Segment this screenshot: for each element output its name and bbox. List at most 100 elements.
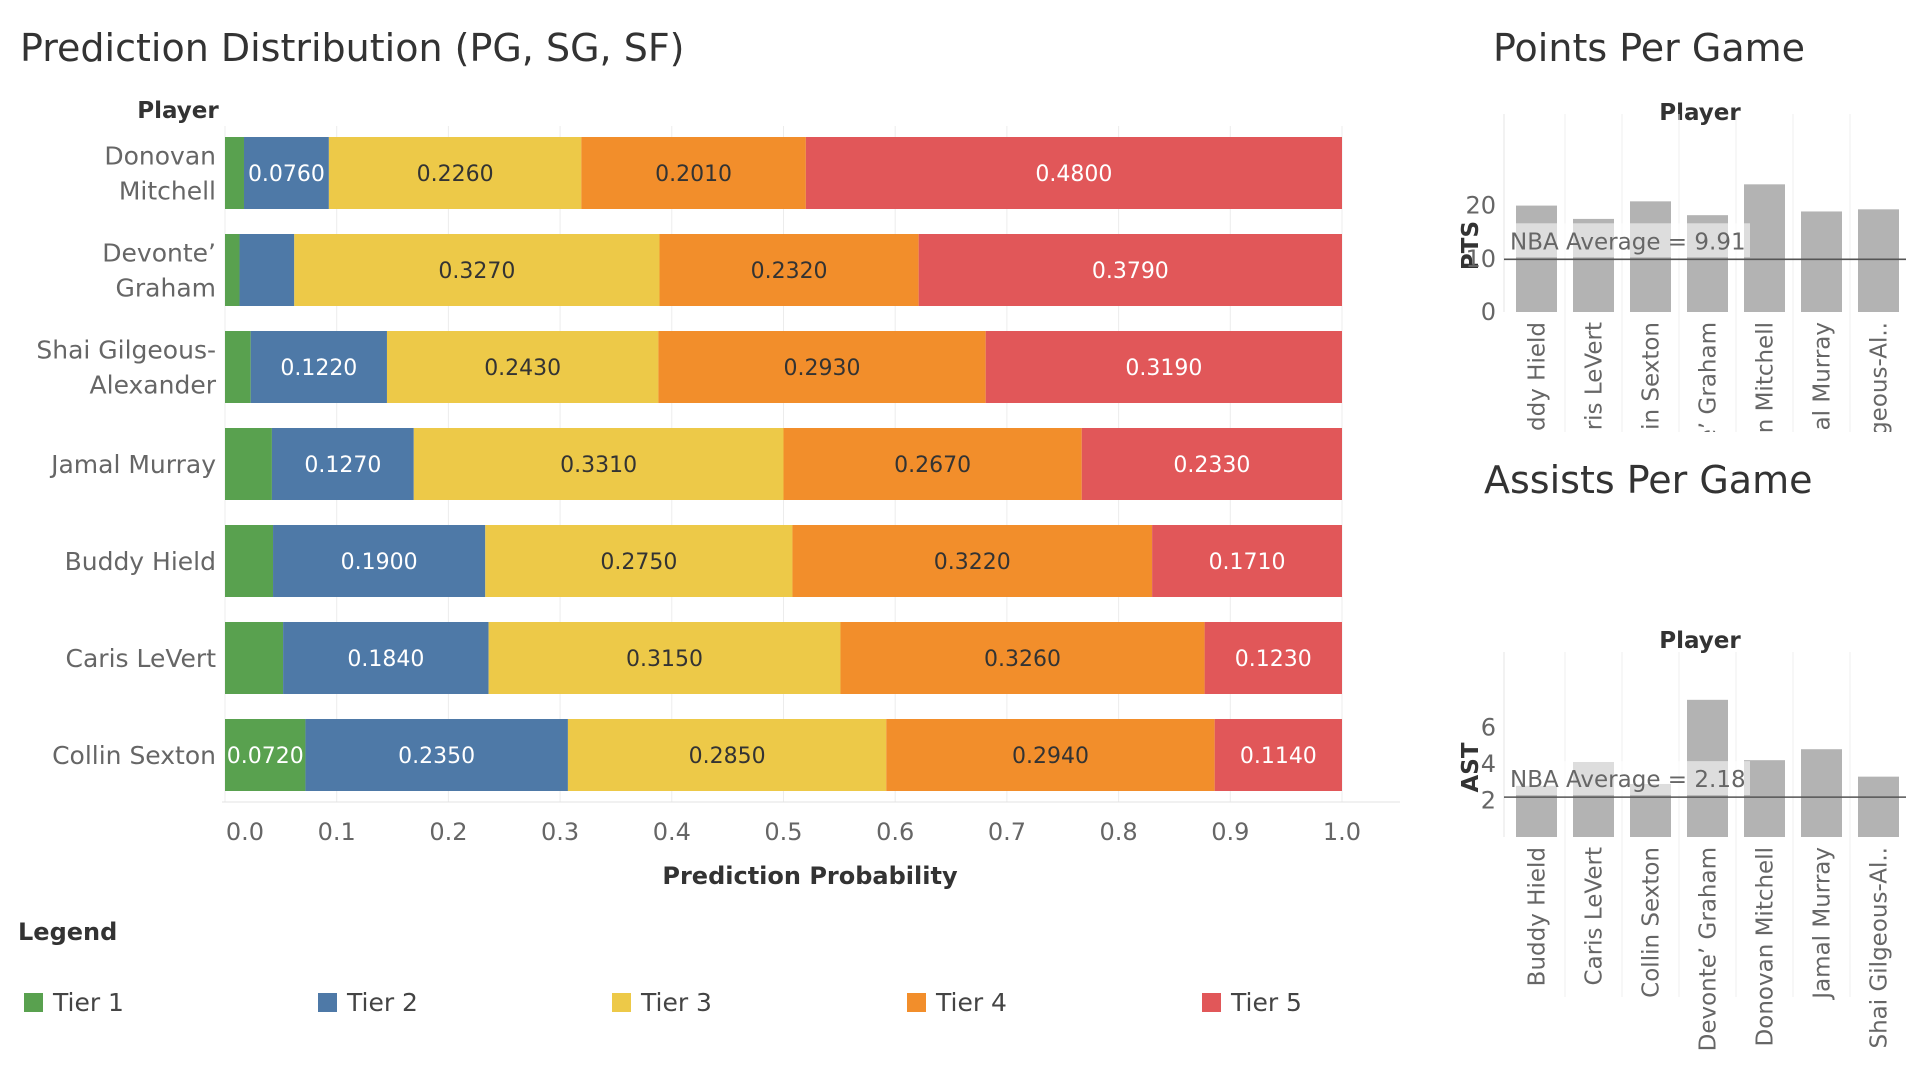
bar-value-label: 0.2010 [655,162,732,187]
legend-label: Tier 5 [1231,988,1302,1017]
bar-value-label: 0.1140 [1240,744,1317,769]
legend-swatch [1202,993,1221,1012]
bar [1744,760,1785,837]
bar-value-label: 0.2330 [1173,453,1250,478]
bar-segment [273,525,486,597]
bar [1801,211,1842,312]
player-label: Caris LeVert [66,644,217,673]
legend-item-tier-3[interactable]: Tier 3 [612,988,712,1017]
bar-segment [225,622,284,694]
bar-value-label: 0.2930 [784,356,861,381]
bar-segment [840,622,1205,694]
bar-value-label: 0.2850 [689,744,766,769]
x-tick-label: 1.0 [1323,818,1361,846]
bar-value-label: 0.3150 [626,647,703,672]
x-category-label: Donovan Mitchell [1753,847,1779,1046]
bar-value-label: 0.2670 [894,453,971,478]
reference-line-label: NBA Average = 9.91 [1510,229,1746,255]
reference-line-label: NBA Average = 2.18 [1510,767,1746,793]
bar-segment [792,525,1153,597]
bar-value-label: 0.2940 [1012,744,1089,769]
legend-label: Tier 2 [347,988,418,1017]
points-chart-title: Points Per Game [1493,26,1805,70]
x-category-label: Jamal Murray [1810,847,1836,1001]
legend-item-tier-1[interactable]: Tier 1 [24,988,124,1017]
x-category-label: Devonte’ Graham [1696,322,1722,432]
y-axis-title: AST [1458,742,1484,792]
bar-segment [485,525,793,597]
legend-item-tier-5[interactable]: Tier 5 [1202,988,1302,1017]
x-category-label: Jamal Murray [1810,322,1836,432]
bar-value-label: 0.2350 [398,744,475,769]
legend-swatch [318,993,337,1012]
legend-item-tier-4[interactable]: Tier 4 [907,988,1007,1017]
bar-segment [985,331,1342,403]
bar-segment [413,428,784,500]
bar-segment [328,137,582,209]
player-label: Buddy Hield [65,547,216,576]
bar-segment [271,428,414,500]
bar-segment [1152,525,1342,597]
bar-segment [225,137,244,209]
bar-value-label: 0.1220 [280,356,357,381]
player-label: Jamal Murray [49,450,216,479]
bar-segment [1214,719,1342,791]
y-tick-label: 6 [1481,713,1496,741]
x-category-label: Buddy Hield [1525,322,1551,432]
bar-segment [1081,428,1342,500]
x-category-label: Shai Gilgeous-Al.. [1867,847,1893,1049]
bar [1858,776,1899,837]
bar-segment [488,622,841,694]
y-tick-label: 4 [1481,750,1496,778]
reference-label-background [1508,761,1750,796]
x-axis-title: Prediction Probability [662,862,958,890]
player-label: Alexander [90,371,217,400]
legend-label: Tier 4 [936,988,1007,1017]
bar-segment [581,137,806,209]
x-tick-label: 0.2 [429,818,467,846]
legend-item-tier-2[interactable]: Tier 2 [318,988,418,1017]
x-tick-label: 0.4 [653,818,691,846]
x-category-label: Devonte’ Graham [1696,847,1722,1051]
bar-segment [886,719,1215,791]
y-tick-label: 20 [1465,192,1496,220]
column-header: Player [1659,100,1741,126]
bar-segment [783,428,1082,500]
bar-segment [918,234,1342,306]
bar-segment [225,428,272,500]
bar [1801,749,1842,837]
x-tick-label: 0.9 [1211,818,1249,846]
x-tick-label: 0.7 [988,818,1026,846]
legend-swatch [24,993,43,1012]
legend-title: Legend [18,918,118,946]
bar-segment [1204,622,1342,694]
assists-chart-title: Assists Per Game [1484,458,1813,502]
bar [1744,184,1785,312]
bar-value-label: 0.1840 [347,647,424,672]
bar-value-label: 0.3270 [438,259,515,284]
y-axis-title: PTS [1458,221,1484,270]
player-label: Collin Sexton [52,741,216,770]
x-tick-label: 0.8 [1100,818,1138,846]
legend-swatch [907,993,926,1012]
bar-value-label: 0.3260 [984,647,1061,672]
bar-value-label: 0.1270 [304,453,381,478]
x-category-label: Caris LeVert [1582,847,1608,985]
x-category-label: Buddy Hield [1525,847,1551,986]
x-category-label: Donovan Mitchell [1753,322,1779,432]
bar-segment [225,234,240,306]
reference-label-background [1508,223,1750,258]
x-category-label: Caris LeVert [1582,322,1608,432]
bar-segment [239,234,295,306]
bar-value-label: 0.0720 [227,744,304,769]
bar-value-label: 0.2430 [484,356,561,381]
bar-segment [294,234,660,306]
bar-value-label: 0.3190 [1125,356,1202,381]
bar-value-label: 0.0760 [248,162,325,187]
legend: Legend Tier 1 Tier 2 Tier 3 Tier 4 Tier … [18,918,1398,1038]
bar-segment [305,719,568,791]
main-chart-title: Prediction Distribution (PG, SG, SF) [20,26,685,70]
player-label: Shai Gilgeous- [36,336,216,365]
bar-value-label: 0.4800 [1035,162,1112,187]
